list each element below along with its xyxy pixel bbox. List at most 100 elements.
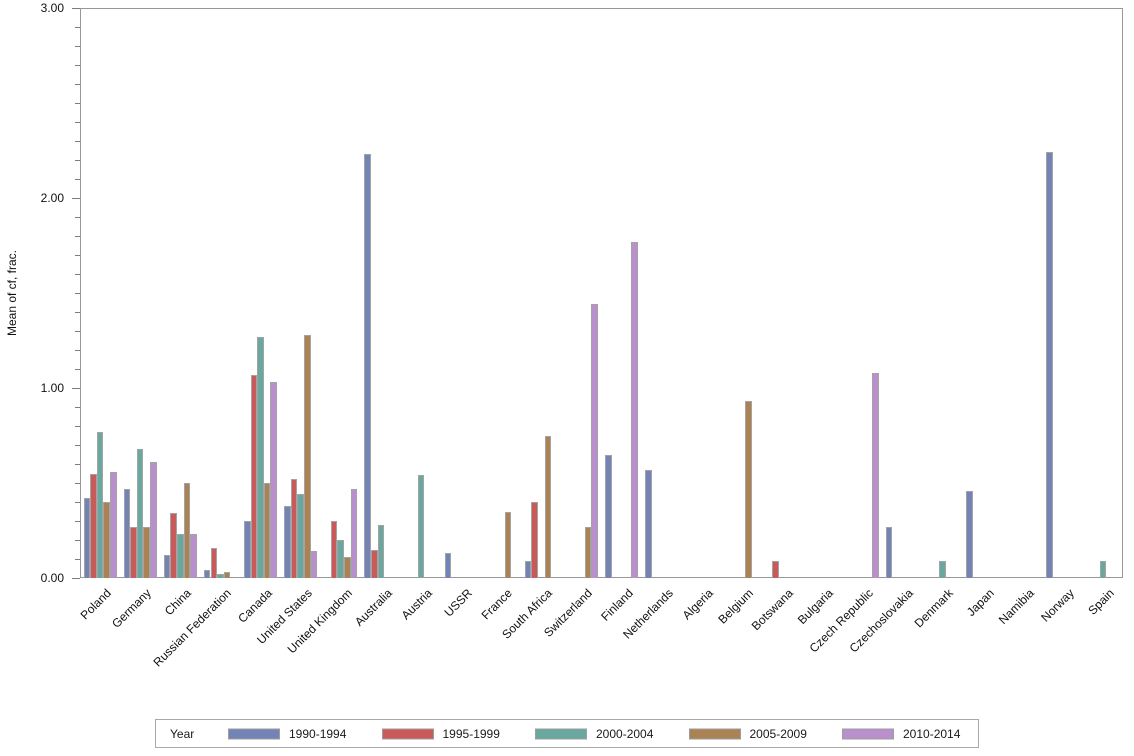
y-axis-minor-tick: [75, 84, 80, 85]
y-axis-minor-tick: [75, 46, 80, 47]
bar-united-kingdom-2010-2014: [350, 488, 358, 578]
y-axis-tick-label: 3.00: [40, 1, 64, 15]
bar-switzerland-2010-2014: [591, 304, 598, 578]
y-axis-major-tick: [72, 388, 80, 389]
y-axis-minor-tick: [75, 407, 80, 408]
bar-united-kingdom-2005-2009: [344, 557, 351, 578]
y-axis-minor-tick: [75, 521, 80, 522]
bar-canada-2000-2004: [257, 336, 264, 578]
y-axis-minor-tick: [75, 236, 80, 237]
y-axis-minor-tick: [75, 255, 80, 256]
y-axis-minor-tick: [75, 464, 80, 465]
bar-united-states-1995-1999: [290, 479, 298, 578]
bar-germany-1995-1999: [130, 526, 137, 578]
bar-switzerland-2005-2009: [584, 526, 592, 578]
x-axis-label: France: [478, 586, 516, 623]
bar-ussr-1990-1994: [444, 553, 452, 578]
x-axis-label: Finland: [597, 586, 636, 624]
bar-germany-2000-2004: [136, 448, 144, 578]
bar-poland-2010-2014: [109, 471, 117, 578]
bar-russian-federation-1990-1994: [203, 570, 211, 578]
bar-czechoslovakia-1990-1994: [885, 526, 893, 578]
bar-poland-1995-1999: [90, 473, 97, 578]
bar-south-africa-1990-1994: [524, 560, 532, 578]
bar-united-states-1990-1994: [284, 505, 291, 578]
x-axis-label: Denmark: [912, 586, 957, 631]
bar-poland-2000-2004: [96, 431, 104, 578]
legend-title: Year: [170, 726, 195, 741]
x-axis-label: USSR: [441, 586, 475, 620]
y-axis-tick-label: 0.00: [40, 571, 64, 585]
legend-label-2010-2014: 2010-2014: [903, 726, 961, 741]
y-axis-minor-tick: [75, 369, 80, 370]
bar-china-1995-1999: [170, 513, 177, 578]
legend-swatch-2010-2014: [842, 728, 894, 739]
y-axis-minor-tick: [75, 331, 80, 332]
bar-united-states-2000-2004: [297, 494, 304, 578]
bar-south-africa-1995-1999: [531, 502, 539, 578]
legend-swatch-2000-2004: [535, 728, 587, 739]
bar-australia-2000-2004: [377, 524, 385, 578]
bar-canada-2005-2009: [263, 483, 271, 578]
bar-denmark-2000-2004: [939, 560, 946, 578]
legend-swatch-1990-1994: [228, 728, 280, 739]
y-axis-major-tick: [72, 8, 80, 9]
bar-finland-2010-2014: [631, 241, 639, 578]
x-axis-label: Canada: [234, 586, 275, 626]
x-axis-label: Botswana: [748, 586, 796, 634]
y-axis-minor-tick: [75, 179, 80, 180]
bar-spain-2000-2004: [1099, 560, 1107, 578]
bar-china-1990-1994: [163, 555, 171, 578]
bar-germany-1990-1994: [123, 488, 131, 578]
legend-label-1990-1994: 1990-1994: [289, 726, 347, 741]
y-axis-minor-tick: [75, 65, 80, 66]
bar-poland-2005-2009: [103, 502, 110, 578]
legend-label-1995-1999: 1995-1999: [442, 726, 500, 741]
x-axis-label: Norway: [1038, 586, 1077, 625]
bar-china-2000-2004: [176, 534, 184, 578]
bar-australia-1990-1994: [364, 154, 371, 578]
y-axis-major-tick: [72, 578, 80, 579]
legend-label-2005-2009: 2005-2009: [749, 726, 807, 741]
y-axis-minor-tick: [75, 293, 80, 294]
bar-belgium-2005-2009: [745, 401, 752, 578]
y-axis-minor-tick: [75, 312, 80, 313]
bar-botswana-1995-1999: [772, 560, 779, 578]
y-axis-minor-tick: [75, 559, 80, 560]
bar-russian-federation-2005-2009: [223, 572, 231, 578]
x-axis-label: Algeria: [679, 586, 716, 623]
bar-poland-1990-1994: [83, 498, 91, 578]
y-axis-minor-tick: [75, 122, 80, 123]
x-axis-label: Japan: [963, 586, 997, 620]
x-axis-label: Spain: [1085, 586, 1117, 618]
bar-canada-1995-1999: [250, 374, 258, 578]
y-axis-tick-label: 1.00: [40, 381, 64, 395]
x-axis-label: Australia: [351, 586, 395, 629]
bar-japan-1990-1994: [966, 490, 973, 578]
bar-russian-federation-2000-2004: [217, 574, 224, 578]
bar-united-states-2010-2014: [310, 551, 318, 578]
y-axis-minor-tick: [75, 350, 80, 351]
legend-swatch-1995-1999: [381, 728, 434, 739]
y-axis-minor-tick: [75, 274, 80, 275]
y-axis-minor-tick: [75, 160, 80, 161]
bar-czech-republic-2010-2014: [872, 372, 879, 578]
bar-netherlands-1990-1994: [645, 469, 652, 578]
bar-china-2010-2014: [190, 534, 197, 578]
legend: Year 1990-1994 1995-1999 2000-2004 2005-200…: [155, 719, 979, 748]
y-axis-title: Mean of cf, frac.: [5, 249, 19, 337]
bar-australia-1995-1999: [370, 549, 378, 578]
bar-china-2005-2009: [183, 483, 191, 578]
x-axis-label: Poland: [77, 586, 114, 623]
bar-france-2005-2009: [504, 511, 512, 578]
y-axis-minor-tick: [75, 141, 80, 142]
x-axis-label: Germany: [109, 586, 155, 631]
y-axis-minor-tick: [75, 540, 80, 541]
y-axis-minor-tick: [75, 445, 80, 446]
legend-swatch-2005-2009: [688, 728, 741, 739]
bar-south-africa-2005-2009: [544, 435, 552, 578]
bar-austria-2000-2004: [417, 475, 425, 578]
y-axis-minor-tick: [75, 103, 80, 104]
bar-canada-2010-2014: [270, 382, 277, 578]
